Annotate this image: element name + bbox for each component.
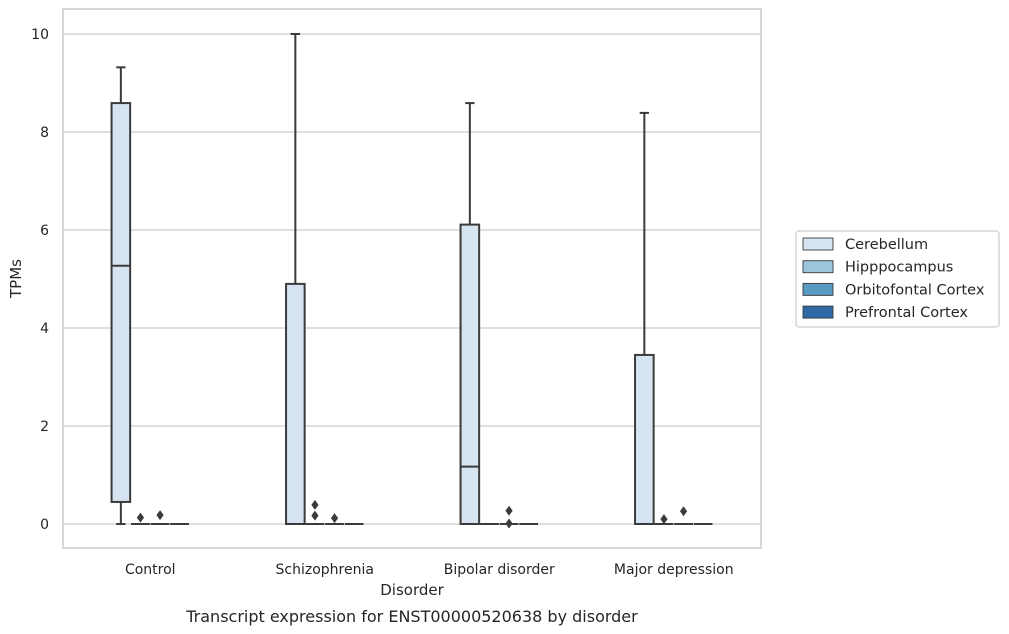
box-hipppocampus — [131, 512, 150, 525]
box-rect — [285, 282, 306, 525]
box-cerebellum — [459, 102, 481, 526]
y-tick-label: 10 — [31, 27, 49, 43]
outlier-point — [505, 505, 513, 516]
x-axis-ticks: Control Schizophrenia Bipolar disorder Majo… — [125, 562, 734, 578]
y-tick-label: 8 — [40, 125, 49, 141]
grid-lines — [63, 33, 761, 525]
box-orbitofontal-cortex — [325, 513, 344, 525]
box-cerebellum — [110, 66, 132, 525]
y-tick-label: 2 — [40, 419, 49, 435]
legend-label: Cerebellum — [845, 237, 928, 253]
legend-frame — [795, 230, 1000, 328]
box-orbitofontal-cortex — [150, 510, 170, 525]
outlier-point — [660, 514, 668, 525]
box-rect — [459, 223, 481, 526]
box-rect — [110, 102, 132, 503]
legend-swatch — [802, 282, 834, 296]
y-axis-label: TPMs — [7, 259, 25, 299]
outlier-point — [330, 513, 339, 524]
box-cerebellum — [634, 111, 655, 526]
box-orbitofontal-cortex — [674, 506, 693, 525]
outlier-point — [679, 506, 688, 517]
legend-label: Hipppocampus — [845, 260, 953, 276]
box-cerebellum — [285, 33, 306, 525]
legend-label: Prefrontal Cortex — [845, 305, 968, 321]
legend: Cerebellum Hipppocampus Orbitofontal Corte… — [795, 230, 1000, 328]
y-tick-label: 0 — [40, 517, 49, 533]
box-orbitofontal-cortex — [499, 505, 519, 529]
outlier-point — [311, 510, 319, 521]
box-hipppocampus — [305, 499, 325, 525]
plot-area-frame — [62, 8, 762, 549]
x-tick-label: Schizophrenia — [276, 562, 374, 578]
x-tick-label: Bipolar disorder — [444, 562, 555, 578]
outlier-point — [311, 499, 319, 510]
legend-label: Orbitofontal Cortex — [845, 282, 985, 298]
legend-swatch — [802, 260, 834, 274]
outlier-point — [156, 510, 164, 521]
outlier-point — [136, 512, 145, 523]
chart-caption: Transcript expression for ENST0000052063… — [185, 607, 638, 626]
x-axis-label: Disorder — [380, 581, 444, 599]
legend-swatch — [802, 237, 834, 251]
y-tick-label: 4 — [40, 321, 49, 337]
x-tick-label: Control — [125, 562, 176, 578]
box-hipppocampus — [654, 514, 674, 525]
outlier-point — [505, 518, 513, 529]
x-tick-label: Major depression — [614, 562, 734, 578]
y-axis-ticks: 0 2 4 6 8 10 — [31, 27, 49, 533]
box-series — [110, 33, 713, 529]
legend-swatch — [802, 305, 834, 319]
box-rect — [634, 353, 655, 526]
y-tick-label: 6 — [40, 223, 49, 239]
